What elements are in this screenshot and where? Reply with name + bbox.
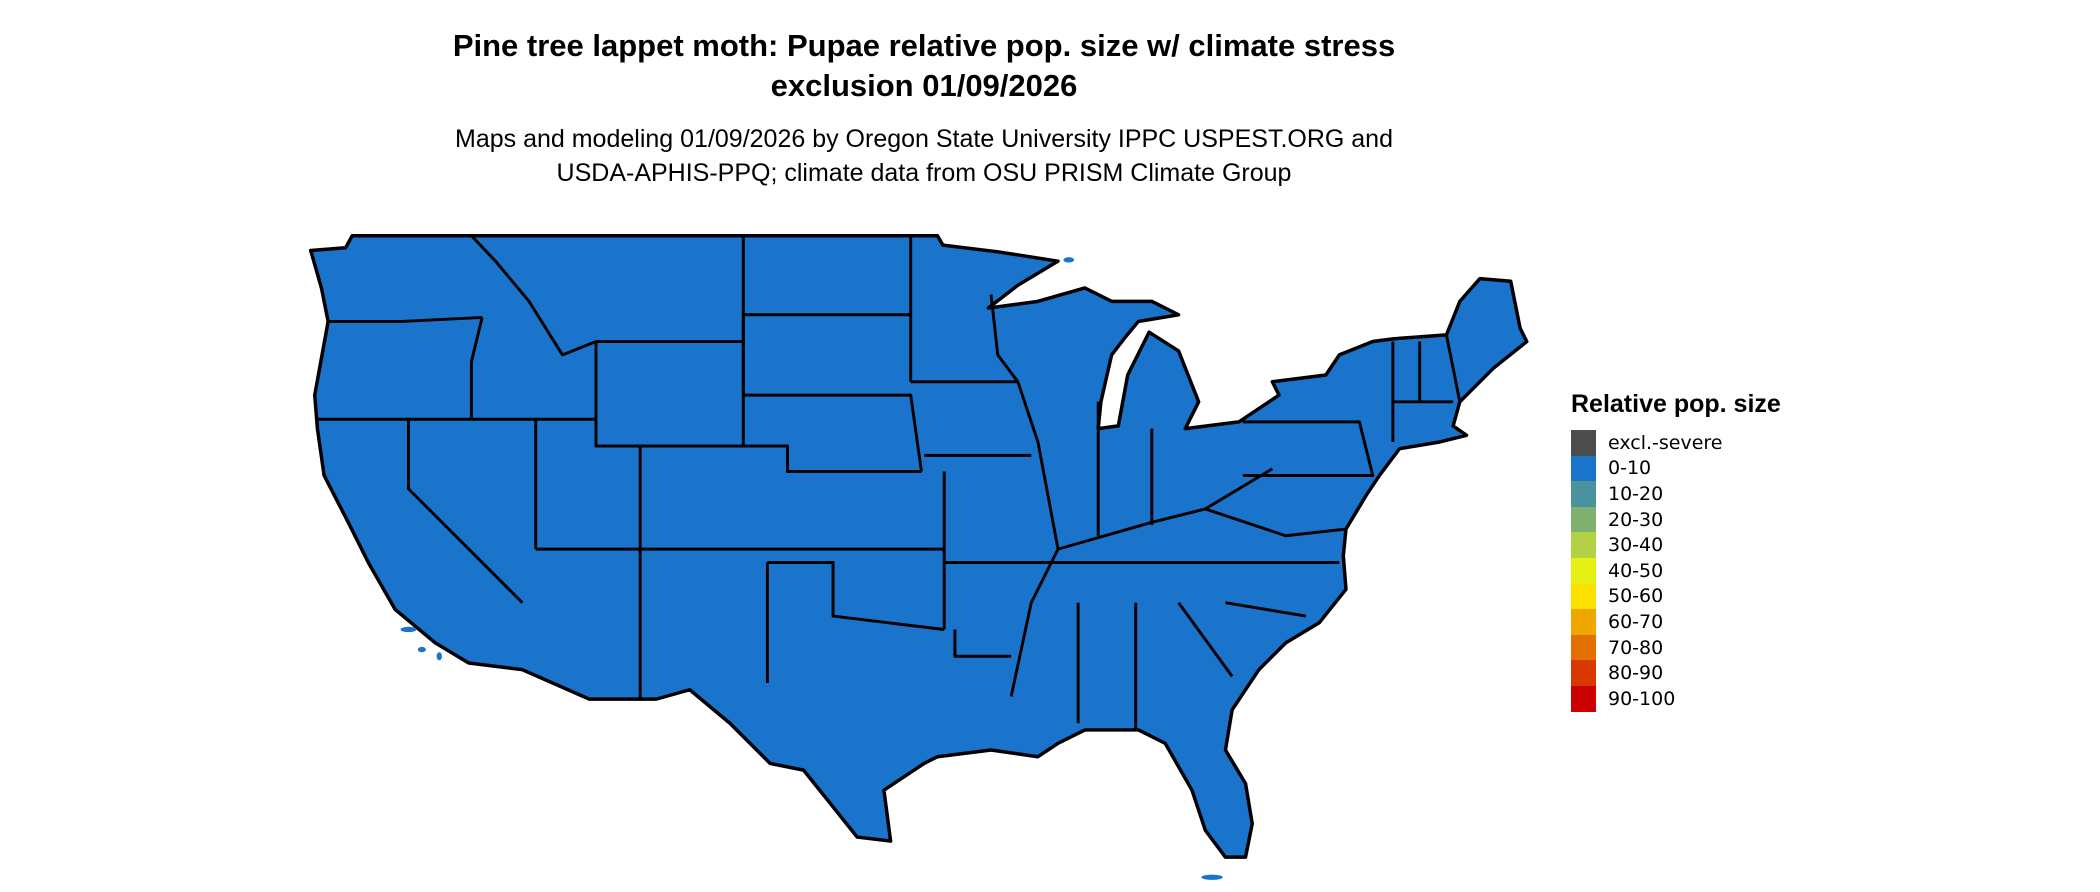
state-border bbox=[1204, 507, 1347, 538]
legend-label: 0-10 bbox=[1608, 457, 1652, 480]
legend-item: 50-60 bbox=[1571, 583, 1664, 610]
legend-label: 30-40 bbox=[1608, 534, 1664, 557]
map-title-line-2: exclusion 01/09/2026 bbox=[770, 68, 1078, 103]
legend-swatch bbox=[1571, 481, 1596, 507]
legend-label: 10-20 bbox=[1608, 482, 1664, 505]
legend-label: 20-30 bbox=[1608, 508, 1664, 531]
legend-item: 0-10 bbox=[1571, 455, 1652, 482]
legend-swatch bbox=[1571, 558, 1596, 584]
state-border bbox=[470, 234, 597, 357]
legend-swatch bbox=[1571, 609, 1596, 635]
state-border bbox=[1242, 420, 1375, 477]
legend-item: 30-40 bbox=[1571, 532, 1663, 558]
state-border bbox=[1225, 601, 1307, 618]
legend-title: Relative pop. size bbox=[1571, 390, 1781, 418]
map-title-line-1: Pine tree lappet moth: Pupae relative po… bbox=[452, 28, 1396, 63]
legend-label: 60-70 bbox=[1608, 610, 1664, 633]
state-border bbox=[953, 629, 1012, 658]
state-border bbox=[989, 294, 1020, 383]
us-outline bbox=[308, 233, 1529, 859]
state-border bbox=[407, 419, 524, 604]
island bbox=[1201, 874, 1223, 880]
subtitle-line-2: USDA-APHIS-PPQ; climate data from OSU PR… bbox=[556, 159, 1292, 187]
legend-label: 80-90 bbox=[1608, 662, 1664, 685]
legend-item: excl.-severe bbox=[1571, 430, 1723, 456]
legend-swatch bbox=[1571, 634, 1596, 661]
legend-swatch bbox=[1571, 660, 1596, 686]
legend-label: excl.-severe bbox=[1608, 431, 1723, 454]
island bbox=[436, 652, 442, 661]
legend-item: 60-70 bbox=[1571, 609, 1663, 635]
legend-swatch bbox=[1571, 430, 1596, 456]
island bbox=[417, 646, 426, 653]
legend-swatch bbox=[1571, 686, 1596, 712]
state-border bbox=[640, 444, 922, 473]
subtitle-line-1: Maps and modeling 01/09/2026 by Oregon S… bbox=[455, 125, 1393, 153]
state-border bbox=[328, 315, 483, 323]
legend-item: 90-100 bbox=[1571, 686, 1675, 712]
legend-label: 50-60 bbox=[1608, 585, 1664, 608]
legend-item: 10-20 bbox=[1571, 481, 1663, 507]
state-border bbox=[767, 561, 945, 631]
island bbox=[1063, 257, 1075, 263]
legend-label: 90-100 bbox=[1608, 687, 1676, 710]
state-border bbox=[1177, 601, 1234, 678]
state-border bbox=[743, 393, 923, 472]
legend-swatch bbox=[1571, 532, 1596, 558]
state-border bbox=[1057, 467, 1274, 551]
legend-label: 70-80 bbox=[1608, 636, 1664, 659]
legend-swatch bbox=[1571, 455, 1596, 482]
legend-item: 80-90 bbox=[1571, 660, 1663, 686]
legend-swatch bbox=[1571, 583, 1596, 610]
legend-item: 70-80 bbox=[1571, 634, 1664, 661]
legend-swatch bbox=[1571, 506, 1596, 533]
legend-label: 40-50 bbox=[1608, 559, 1664, 582]
island bbox=[400, 626, 417, 633]
legend-item: 20-30 bbox=[1571, 506, 1664, 533]
state-border bbox=[1444, 334, 1462, 403]
legend-item: 40-50 bbox=[1571, 558, 1663, 584]
state-border bbox=[469, 317, 484, 420]
